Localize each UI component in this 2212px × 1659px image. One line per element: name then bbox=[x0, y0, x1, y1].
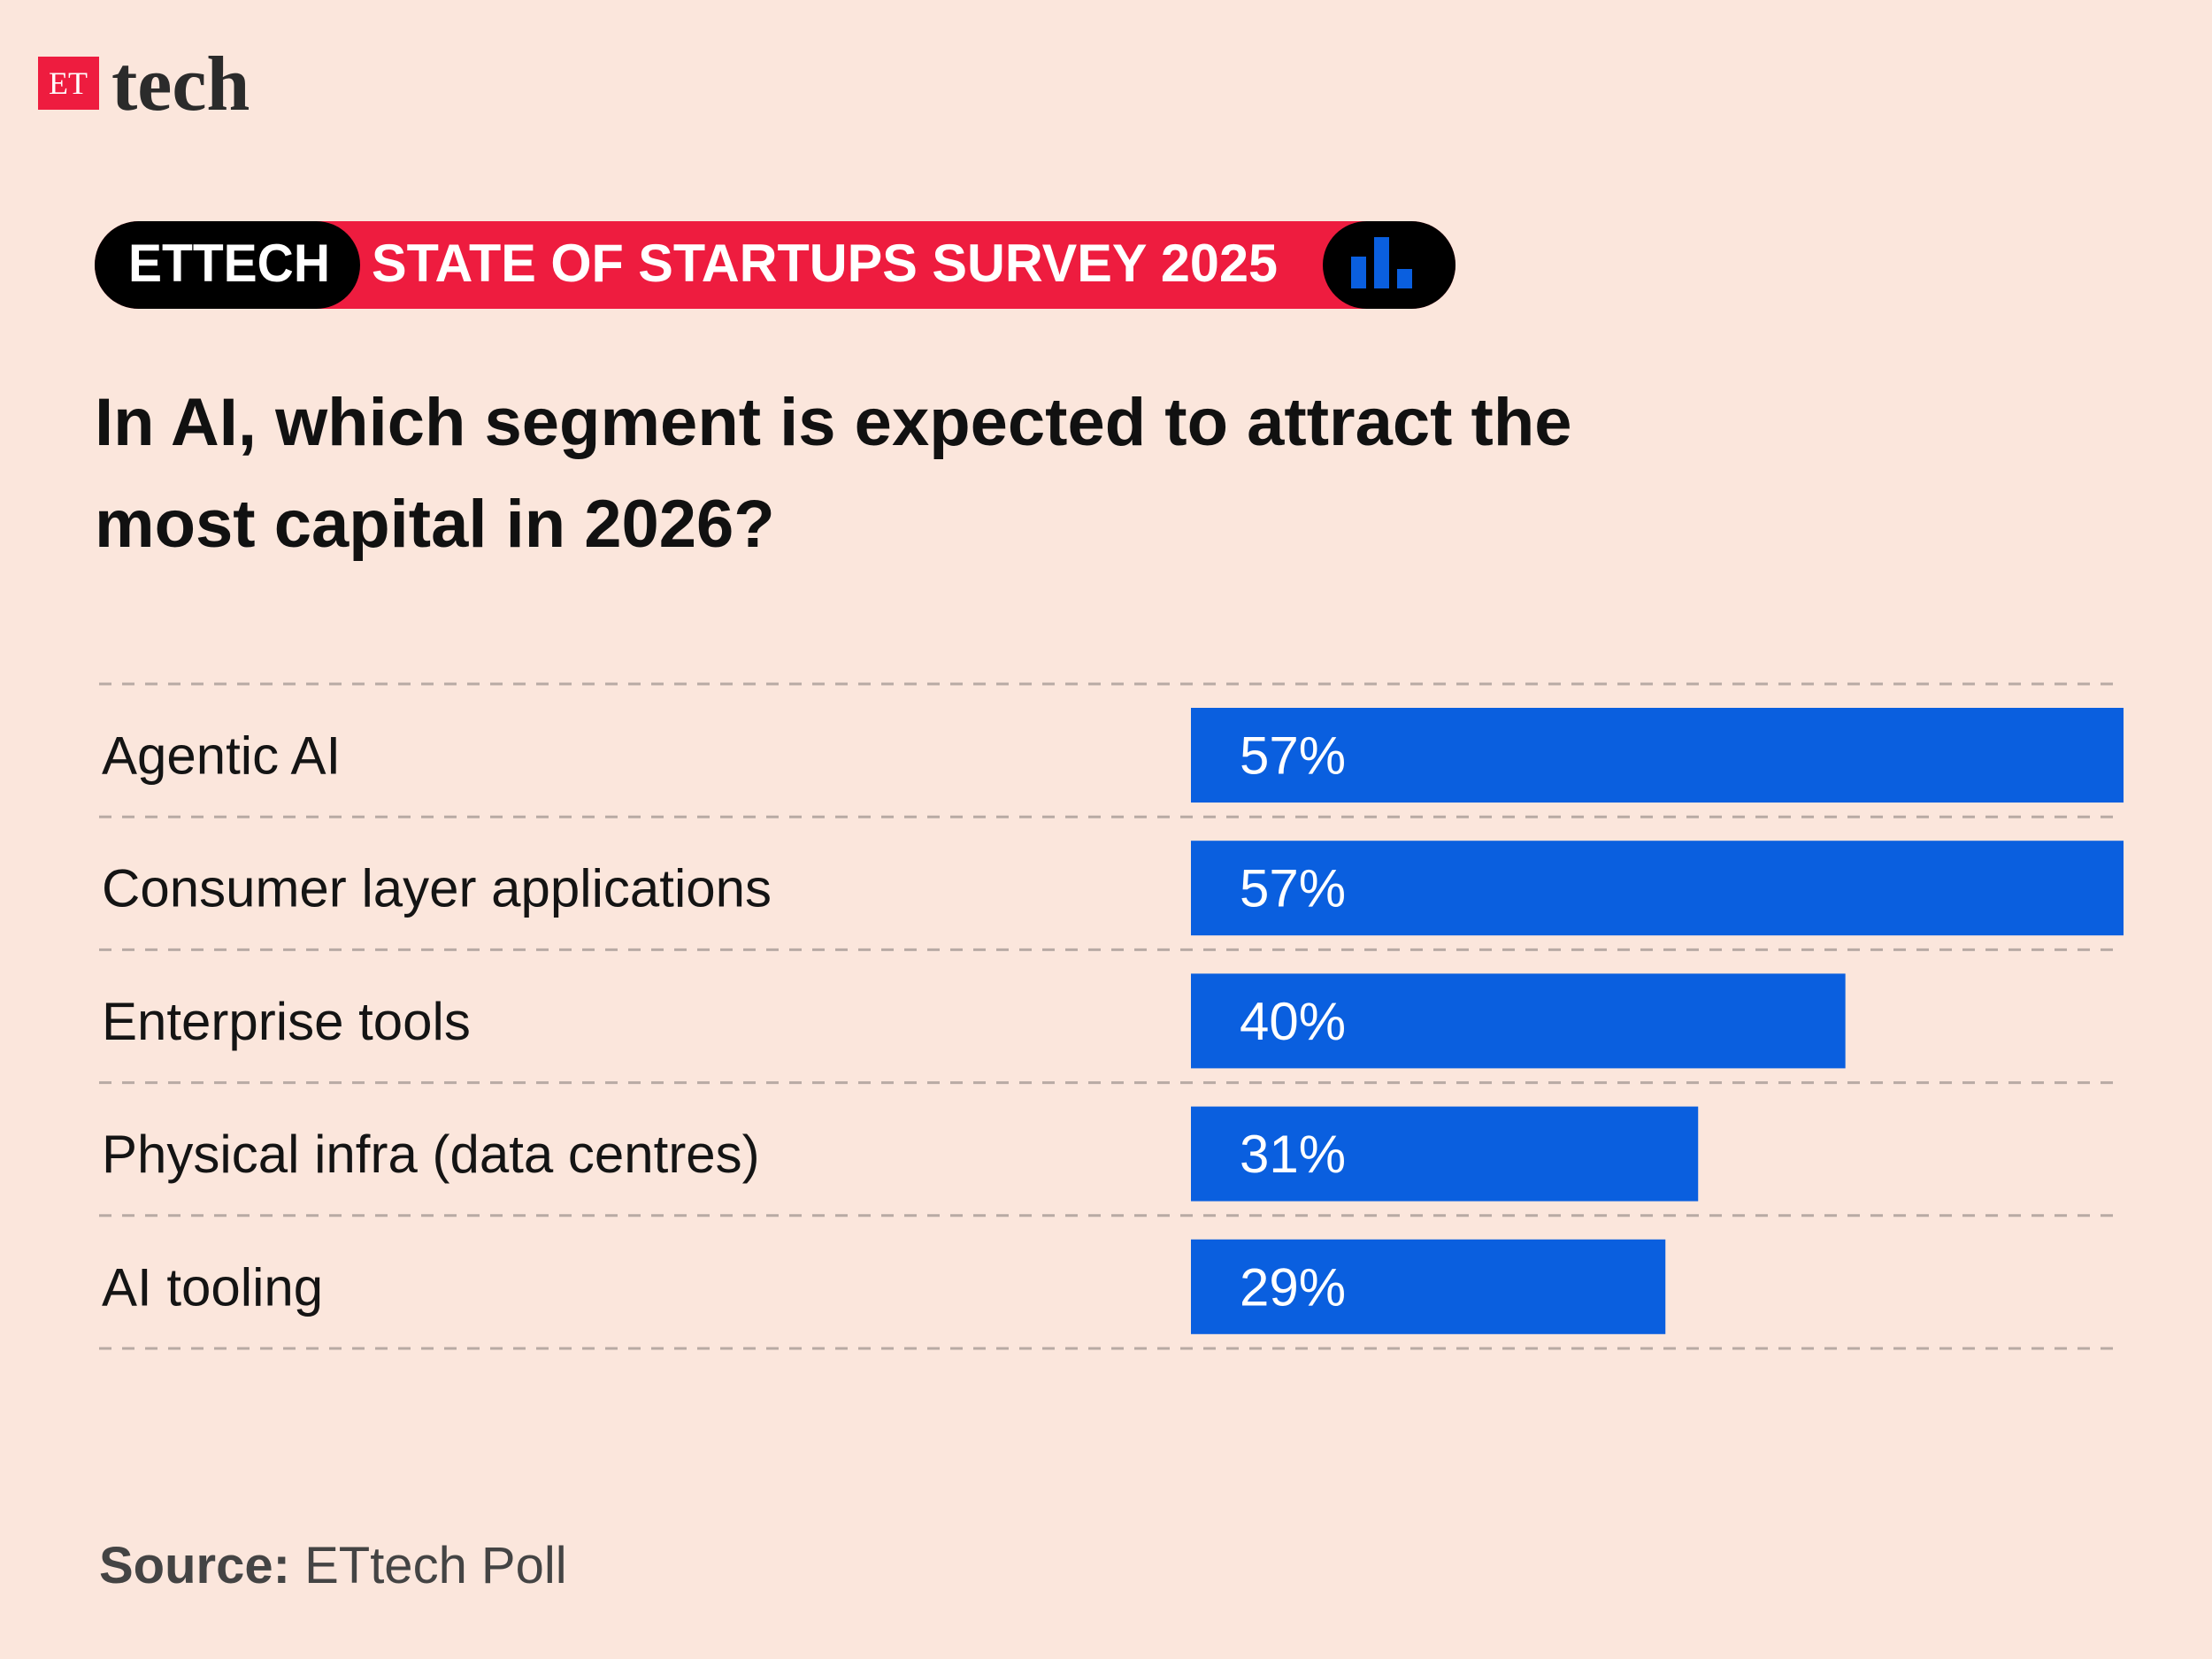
bar bbox=[1191, 973, 1846, 1069]
banner bbox=[95, 221, 1455, 309]
banner-text: STATE OF STARTUPS SURVEY 2025 bbox=[372, 234, 1278, 293]
category-label: Consumer layer applications bbox=[102, 859, 772, 918]
category-label: AI tooling bbox=[102, 1257, 323, 1317]
bar bbox=[1191, 841, 2124, 936]
source: Source: ETtech Poll bbox=[99, 1537, 567, 1594]
value-label: 57% bbox=[1240, 726, 1346, 786]
icon-bar bbox=[1374, 237, 1389, 288]
logo-et: ET bbox=[49, 65, 88, 101]
bar bbox=[1191, 708, 2124, 803]
icon-bar bbox=[1397, 269, 1412, 288]
category-label: Physical infra (data centres) bbox=[102, 1125, 760, 1184]
bar bbox=[1191, 1106, 1699, 1202]
category-label: Enterprise tools bbox=[102, 992, 471, 1051]
category-label: Agentic AI bbox=[102, 726, 341, 786]
bar bbox=[1191, 1239, 1666, 1334]
icon-bar bbox=[1351, 257, 1366, 288]
value-label: 31% bbox=[1240, 1125, 1346, 1184]
source-label: Source: bbox=[99, 1537, 290, 1594]
value-label: 29% bbox=[1240, 1257, 1346, 1317]
logo-tech: tech bbox=[111, 42, 250, 127]
chart-title: In AI, which segment is expected to attr… bbox=[95, 385, 1572, 562]
source-text: ETtech Poll bbox=[304, 1537, 567, 1594]
value-label: 57% bbox=[1240, 859, 1346, 918]
badge-text: ETTECH bbox=[128, 234, 330, 293]
value-label: 40% bbox=[1240, 992, 1346, 1051]
badge bbox=[95, 221, 360, 309]
logo-box bbox=[38, 57, 99, 110]
